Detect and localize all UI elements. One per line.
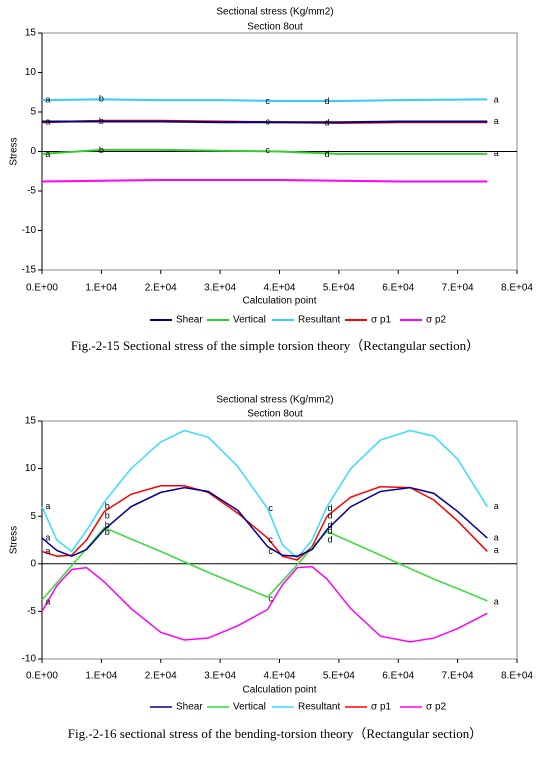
legend-label: Resultant (298, 702, 340, 713)
y-axis-label: Stress (9, 526, 20, 554)
annotation: d (327, 511, 332, 521)
annotation: b (99, 94, 104, 104)
series-line (42, 120, 488, 124)
x-tick-label: 6.E+04 (382, 283, 414, 294)
legend-label: σ p1 (371, 702, 392, 713)
x-tick-label: 8.E+04 (501, 671, 533, 682)
x-axis-label: Calculation point (243, 685, 317, 696)
legend-label: Resultant (298, 315, 340, 326)
legend-label: σ p2 (426, 315, 447, 326)
y-tick-label: 15 (25, 416, 37, 427)
series-line (41, 98, 488, 102)
series-line (41, 484, 488, 561)
annotation: a (45, 546, 50, 556)
y-tick-label: 0 (30, 558, 36, 569)
chart-title: Sectional stress (Kg/mm2) (216, 395, 333, 406)
legend-label: Shear (176, 702, 203, 713)
annotation: b (105, 520, 110, 530)
y-tick-label: 10 (25, 67, 37, 78)
annotation: b (105, 527, 110, 537)
legend-label: σ p1 (371, 315, 392, 326)
annotation: c (268, 593, 273, 603)
annotation: c (268, 534, 273, 544)
annotation: a (45, 532, 50, 542)
annotation: d (324, 149, 329, 159)
annotation: a (45, 149, 50, 159)
x-tick-label: 0.E+00 (26, 671, 58, 682)
annotation: a (45, 596, 50, 606)
annotation: d (327, 503, 332, 513)
x-tick-label: 5.E+04 (323, 283, 355, 294)
series-line (41, 486, 488, 557)
x-tick-label: 8.E+04 (501, 283, 533, 294)
chart-subtitle: Section 8out (247, 22, 303, 33)
series-line (41, 148, 488, 155)
annotation: a (494, 116, 499, 126)
plot-area (41, 420, 518, 660)
annotation: b (105, 501, 110, 511)
legend-label: Shear (176, 315, 203, 326)
x-tick-label: 7.E+04 (442, 671, 474, 682)
y-tick-label: 5 (30, 511, 36, 522)
y-tick-label: 5 (30, 107, 36, 118)
y-tick-label: 15 (25, 28, 37, 39)
x-tick-label: 3.E+04 (204, 671, 236, 682)
series-line (41, 565, 488, 643)
x-tick-label: 2.E+04 (145, 283, 177, 294)
annotation: c (265, 117, 270, 127)
annotation: a (494, 596, 499, 606)
y-tick-label: -5 (27, 606, 36, 617)
annotation: d (327, 534, 332, 544)
x-tick-label: 7.E+04 (442, 283, 474, 294)
annotation: d (327, 526, 332, 536)
x-tick-label: 4.E+04 (264, 283, 296, 294)
y-tick-label: 10 (25, 463, 37, 474)
annotation: a (45, 117, 50, 127)
x-tick-label: 5.E+04 (323, 671, 355, 682)
figure-caption: Fig.-2-16 sectional stress of the bendin… (68, 726, 482, 741)
annotation: c (265, 145, 270, 155)
chart-title: Sectional stress (Kg/mm2) (216, 7, 333, 18)
x-tick-label: 2.E+04 (145, 671, 177, 682)
x-tick-label: 4.E+04 (264, 671, 296, 682)
annotation: a (494, 532, 499, 542)
annotation: c (265, 96, 270, 106)
annotation: a (494, 95, 499, 105)
y-tick-label: -5 (27, 186, 36, 197)
annotation: a (494, 148, 499, 158)
annotation: a (494, 501, 499, 511)
y-axis-label: Stress (9, 137, 20, 165)
annotation: b (99, 116, 104, 126)
x-tick-label: 6.E+04 (382, 671, 414, 682)
series-line (41, 526, 488, 602)
y-tick-label: -10 (22, 225, 37, 236)
annotation: a (45, 95, 50, 105)
legend-label: Vertical (233, 702, 266, 713)
x-tick-label: 1.E+04 (85, 671, 117, 682)
annotation: d (324, 117, 329, 127)
chart-subtitle: Section 8out (247, 409, 303, 420)
annotation: d (327, 520, 332, 530)
annotation: b (99, 145, 104, 155)
annotation: c (268, 503, 273, 513)
x-tick-label: 1.E+04 (85, 283, 117, 294)
y-tick-label: -15 (22, 265, 37, 276)
y-tick-label: -10 (22, 654, 37, 665)
y-tick-label: 0 (30, 146, 36, 157)
annotation: d (324, 96, 329, 106)
x-tick-label: 3.E+04 (204, 283, 236, 294)
x-axis-label: Calculation point (243, 296, 317, 307)
legend-label: σ p2 (426, 702, 447, 713)
x-tick-label: 0.E+00 (26, 283, 58, 294)
annotation: a (494, 545, 499, 555)
legend-label: Vertical (233, 315, 266, 326)
figure-caption: Fig.-2-15 Sectional stress of the simple… (71, 338, 479, 353)
annotation: b (105, 511, 110, 521)
series-line (41, 178, 488, 183)
annotation: c (268, 546, 273, 556)
series-line (41, 429, 488, 560)
annotation: a (45, 501, 50, 511)
